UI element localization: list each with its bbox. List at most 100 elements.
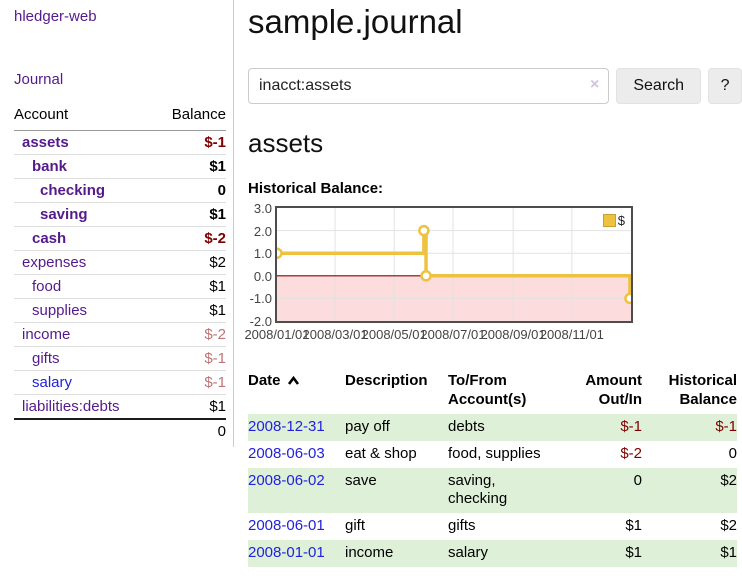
- account-balance: $-2: [154, 226, 226, 251]
- transaction-date-link[interactable]: 2008-12-31: [248, 418, 325, 435]
- chart-legend: $: [602, 213, 625, 228]
- x-tick-label: 2008/05/01: [361, 327, 427, 342]
- transaction-row[interactable]: 2008-01-01 income salary $1 $1: [248, 540, 737, 567]
- accounts-header-account: Account: [14, 102, 155, 131]
- account-row: gifts $-1: [14, 346, 226, 371]
- account-balance: $-1: [154, 370, 226, 395]
- data-point-marker: [624, 292, 631, 305]
- transaction-balance: $1: [720, 544, 737, 561]
- transaction-balance: $2: [720, 517, 737, 534]
- account-link[interactable]: gifts: [32, 350, 60, 367]
- account-link[interactable]: bank: [32, 158, 68, 175]
- help-button[interactable]: ?: [708, 68, 742, 104]
- main-content: sample.journal × Search ? assets Histori…: [244, 0, 742, 567]
- account-balance: 0: [154, 178, 226, 203]
- transaction-amount: $-2: [620, 445, 642, 462]
- y-tick-label: -1.0: [249, 291, 272, 307]
- transaction-row[interactable]: 2008-12-31 pay off debts $-1 $-1: [248, 414, 737, 441]
- transaction-accounts: gifts: [448, 517, 476, 534]
- account-link[interactable]: assets: [22, 134, 69, 151]
- register-header-description: Description: [345, 372, 428, 389]
- accounts-total-value: 0: [154, 418, 226, 443]
- chart-title: Historical Balance:: [248, 180, 384, 197]
- search-input[interactable]: [248, 68, 610, 104]
- sidebar: hledger-web Journal Account Balance asse…: [0, 0, 233, 582]
- y-tick-label: 3.0: [253, 201, 272, 216]
- account-link[interactable]: cash: [32, 230, 67, 247]
- register-header-balance: Historical Balance: [668, 372, 737, 408]
- register-header-date[interactable]: Date: [248, 369, 345, 414]
- transaction-row[interactable]: 2008-06-03 eat & shop food, supplies $-2 0: [248, 441, 737, 468]
- historical-balance-chart[interactable]: $ 3.0 2.0 1.0 0.0 -1.0 -2.0 2008/01/01 2008/03/…: [244, 201, 718, 346]
- transaction-amount: $-1: [620, 418, 642, 435]
- account-link[interactable]: income: [22, 326, 71, 343]
- transaction-balance: $-1: [715, 418, 737, 435]
- register-header-amount: Amount Out/In: [585, 372, 642, 408]
- account-balance: $1: [154, 394, 226, 419]
- register-table: Date Description To/From Account(s) Amou…: [248, 369, 737, 567]
- account-row: checking 0: [14, 178, 226, 203]
- transaction-description: gift: [345, 517, 366, 534]
- sidebar-item-journal[interactable]: Journal: [14, 71, 64, 88]
- account-row: liabilities:debts $1: [14, 394, 226, 419]
- transaction-amount: 0: [633, 472, 642, 489]
- account-link[interactable]: salary: [32, 374, 73, 391]
- sidebar-divider: [233, 0, 234, 447]
- search-button[interactable]: Search: [616, 68, 702, 104]
- account-link[interactable]: liabilities:debts: [22, 398, 120, 415]
- transaction-row[interactable]: 2008-06-01 gift gifts $1 $2: [248, 513, 737, 540]
- register-header-row: Date Description To/From Account(s) Amou…: [248, 369, 737, 414]
- transaction-date-link[interactable]: 2008-06-01: [248, 517, 325, 534]
- x-tick-label: 2008/09/01: [480, 327, 546, 342]
- account-balance: $2: [154, 250, 226, 275]
- transaction-row[interactable]: 2008-06-02 save saving, checking 0 $2: [248, 468, 737, 513]
- page-title: sample.journal: [248, 3, 463, 40]
- account-link[interactable]: saving: [40, 206, 88, 223]
- transaction-date-link[interactable]: 2008-01-01: [248, 544, 325, 561]
- account-balance: $-1: [204, 134, 226, 151]
- transaction-accounts: salary: [448, 544, 489, 561]
- transaction-date-link[interactable]: 2008-06-03: [248, 445, 325, 462]
- x-tick-label: 2008/03/01: [302, 327, 368, 342]
- transaction-balance: 0: [728, 445, 737, 462]
- transaction-balance: $2: [720, 472, 737, 489]
- account-heading: assets: [248, 128, 324, 158]
- account-link[interactable]: expenses: [22, 254, 87, 271]
- legend-swatch-icon: [602, 214, 616, 227]
- account-link[interactable]: food: [32, 278, 62, 295]
- app-title-link[interactable]: hledger-web: [14, 8, 97, 25]
- transaction-description: pay off: [345, 418, 390, 435]
- y-tick-label: -2.0: [249, 314, 272, 329]
- transaction-date-link[interactable]: 2008-06-02: [248, 472, 325, 489]
- transaction-description: eat & shop: [345, 445, 417, 462]
- x-tick-label: 2008/11/01: [539, 327, 604, 342]
- transaction-description: save: [345, 472, 377, 489]
- date-header-label: Date: [248, 372, 281, 389]
- register-header-accounts: To/From Account(s): [448, 372, 527, 408]
- account-link[interactable]: supplies: [32, 302, 88, 319]
- accounts-total-row: 0: [14, 418, 226, 443]
- accounts-header-balance: Balance: [154, 102, 226, 131]
- account-balance: $-2: [154, 322, 226, 347]
- sort-ascending-icon: [287, 375, 299, 385]
- accounts-table: Account Balance assets $-1 bank $1 checking 0…: [14, 102, 226, 443]
- transaction-accounts: debts: [448, 418, 485, 435]
- data-point-marker: [420, 270, 432, 282]
- account-row: income $-2: [14, 322, 226, 347]
- data-point-marker: [418, 224, 430, 237]
- account-balance: $1: [154, 298, 226, 323]
- account-balance: $1: [154, 202, 226, 227]
- account-row: food $1: [14, 274, 226, 299]
- clear-search-icon[interactable]: ×: [590, 76, 600, 93]
- chart-plot-area[interactable]: $: [275, 206, 633, 323]
- account-row: cash $-2: [14, 226, 226, 251]
- x-tick-label: 2008/01/01: [244, 327, 310, 342]
- transaction-accounts: saving, checking: [448, 472, 508, 507]
- y-tick-label: 1.0: [253, 246, 272, 262]
- transaction-accounts: food, supplies: [448, 445, 541, 462]
- account-row: assets $-1: [14, 131, 226, 155]
- account-link[interactable]: checking: [40, 182, 106, 199]
- search-field-wrap: ×: [248, 68, 610, 104]
- transaction-amount: $1: [625, 517, 642, 534]
- account-row: saving $1: [14, 202, 226, 227]
